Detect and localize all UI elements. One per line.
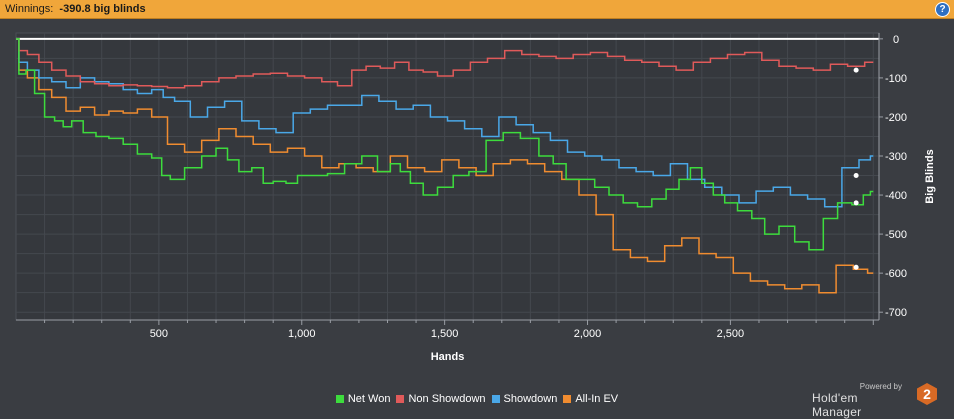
y-tick-label: -300 [885,151,907,163]
y-tick-label: -400 [885,190,907,202]
legend-item-net-won[interactable]: Net Won [335,393,391,405]
x-tick-label: 2,500 [717,328,745,340]
series-line-showdown [16,38,874,208]
legend-item-all-in-ev[interactable]: All-In EV [563,393,618,405]
powered-by-text: Powered by [859,382,902,391]
legend-label: Non Showdown [408,393,486,405]
end-marker-showdown [853,173,859,179]
legend-item-showdown[interactable]: Showdown [491,393,558,405]
y-tick-label: -100 [885,73,907,85]
series-line-net-won [16,38,874,251]
end-marker-net-won [853,200,859,206]
legend-swatch [491,395,500,404]
x-axis: 500 1,000 1,500 2,000 2,500 [16,319,879,340]
winnings-header: Winnings: -390.8 big blinds ? [0,0,954,19]
x-tick-label: 500 [150,328,168,340]
end-markers [853,67,859,270]
plot-area [15,32,880,321]
legend-swatch [396,395,405,404]
y-axis: 0 -100 -200 -300 -400 -500 -600 -700 [878,33,907,320]
end-marker-all-in-ev [853,264,859,270]
plot-background [15,32,880,321]
legend: Net Won Non Showdown Showdown All-In EV [0,393,954,405]
help-icon[interactable]: ? [935,2,950,17]
y-tick-label: -200 [885,112,907,124]
legend-item-non-showdown[interactable]: Non Showdown [396,393,486,405]
end-marker-non-showdown [853,67,859,73]
x-tick-label: 1,000 [288,328,316,340]
legend-label: Showdown [503,393,558,405]
legend-label: All-In EV [575,393,619,405]
winnings-summary: Winnings: -390.8 big blinds [5,3,146,15]
winnings-graph: 500 1,000 1,500 2,000 2,500 0 -100 -200 -300 -40… [15,32,936,363]
x-tick-label: 1,500 [431,328,459,340]
legend-swatch [335,395,344,404]
y-tick-label: 0 [893,34,899,46]
series-line-non-showdown [16,38,874,89]
hem-logo-icon: 2 [917,383,937,405]
legend-label: Net Won [347,393,391,405]
x-tick-label: 2,000 [574,328,602,340]
series-line-all-in-ev [16,38,874,294]
y-tick-label: -700 [885,307,907,319]
logo-version: 2 [923,386,931,402]
x-axis-title: Hands [431,351,465,363]
branding: Powered by Hold'em Manager 2 [812,382,942,419]
legend-swatch [563,395,572,404]
y-tick-label: -600 [885,268,907,280]
product-name: Hold'em Manager [812,391,862,419]
winnings-label: Winnings: [5,3,54,15]
y-axis-title: Big Blinds [924,149,936,203]
y-tick-label: -500 [885,229,907,241]
winnings-value: -390.8 big blinds [59,3,146,15]
series-layer [16,38,874,294]
